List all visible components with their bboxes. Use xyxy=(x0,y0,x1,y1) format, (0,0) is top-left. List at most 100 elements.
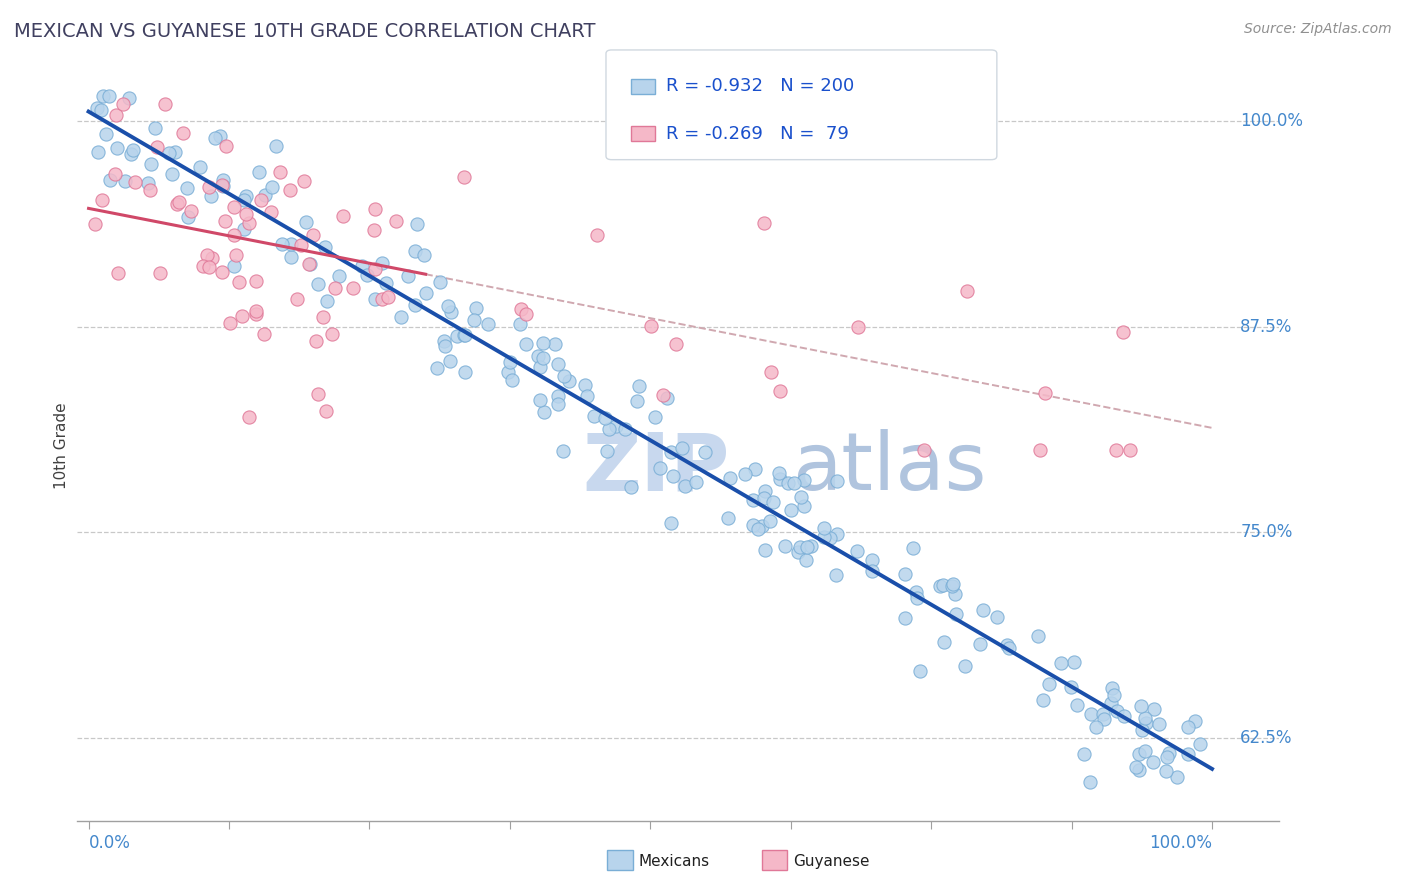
Point xyxy=(453,365,475,379)
Point xyxy=(292,173,315,187)
Point xyxy=(941,579,963,593)
Point xyxy=(1154,764,1177,778)
Point xyxy=(193,259,215,273)
Point xyxy=(747,522,769,536)
Point xyxy=(1184,714,1206,729)
Point xyxy=(789,540,811,554)
Point xyxy=(208,128,231,143)
Point xyxy=(768,467,790,481)
Point xyxy=(197,260,219,275)
Point xyxy=(665,336,688,351)
Point xyxy=(650,461,672,475)
Point xyxy=(969,637,991,651)
Point xyxy=(166,196,188,211)
Point xyxy=(98,172,121,186)
Point xyxy=(685,475,707,489)
Point xyxy=(312,310,335,325)
Point xyxy=(1156,750,1178,764)
Point xyxy=(298,257,321,271)
Point xyxy=(825,474,848,488)
Point xyxy=(510,301,533,316)
Point xyxy=(596,443,619,458)
Point xyxy=(752,491,775,506)
Point xyxy=(1112,326,1135,340)
Point xyxy=(734,467,756,481)
Point xyxy=(364,262,387,277)
Point xyxy=(107,266,129,280)
Point xyxy=(776,475,799,490)
Point xyxy=(396,268,419,283)
Text: Mexicans: Mexicans xyxy=(638,855,710,869)
Point xyxy=(439,353,461,368)
Point xyxy=(139,183,162,197)
Point xyxy=(860,564,883,578)
Point xyxy=(651,388,673,402)
Point xyxy=(146,140,169,154)
Point xyxy=(995,638,1018,652)
Point xyxy=(323,281,346,295)
Point xyxy=(1038,677,1060,691)
Point xyxy=(139,157,162,171)
Point xyxy=(769,384,792,398)
Point xyxy=(280,251,302,265)
Point xyxy=(744,461,766,475)
Point xyxy=(1029,443,1052,458)
Text: R = -0.932   N = 200: R = -0.932 N = 200 xyxy=(666,78,855,95)
Point xyxy=(405,217,427,231)
Point xyxy=(759,514,782,528)
Point xyxy=(285,293,308,307)
Point xyxy=(105,141,128,155)
Point xyxy=(751,519,773,533)
Point xyxy=(942,577,965,591)
Point xyxy=(177,210,200,224)
Point xyxy=(1104,688,1126,702)
Text: ZIP: ZIP xyxy=(582,429,730,508)
Point xyxy=(793,499,815,513)
Text: 100.0%: 100.0% xyxy=(1149,834,1212,852)
Point xyxy=(1107,705,1129,719)
Point xyxy=(496,365,519,379)
Point xyxy=(371,292,394,306)
Point xyxy=(787,545,810,559)
Point xyxy=(211,178,233,192)
Point xyxy=(905,591,928,605)
Point xyxy=(429,275,451,289)
Point xyxy=(759,365,782,379)
Point xyxy=(547,397,569,411)
Point xyxy=(238,410,260,425)
Text: 0.0%: 0.0% xyxy=(89,834,131,852)
Point xyxy=(934,634,956,648)
Point xyxy=(385,214,408,228)
Point xyxy=(780,503,803,517)
Point xyxy=(149,266,172,280)
Point xyxy=(200,188,222,202)
Point xyxy=(1157,746,1180,760)
Point xyxy=(640,318,662,333)
Point xyxy=(742,493,765,508)
Point xyxy=(620,480,643,494)
Point xyxy=(547,357,569,371)
Point xyxy=(238,216,260,230)
Point xyxy=(204,130,226,145)
Point xyxy=(350,260,373,274)
Point xyxy=(671,441,693,455)
Y-axis label: 10th Grade: 10th Grade xyxy=(53,402,69,490)
Point xyxy=(824,568,846,582)
Point xyxy=(499,355,522,369)
Point xyxy=(1063,656,1085,670)
Point xyxy=(986,610,1008,624)
Point xyxy=(432,334,454,349)
Text: 75.0%: 75.0% xyxy=(1240,524,1292,541)
Point xyxy=(1128,747,1150,761)
Point xyxy=(1130,699,1153,714)
Point xyxy=(446,329,468,343)
Point xyxy=(718,471,741,485)
Point xyxy=(118,91,141,105)
Point xyxy=(195,248,218,262)
Point xyxy=(260,204,283,219)
Point xyxy=(1149,717,1171,731)
Point xyxy=(271,236,294,251)
Point xyxy=(775,539,797,553)
Point xyxy=(90,194,112,208)
Point xyxy=(752,216,775,230)
